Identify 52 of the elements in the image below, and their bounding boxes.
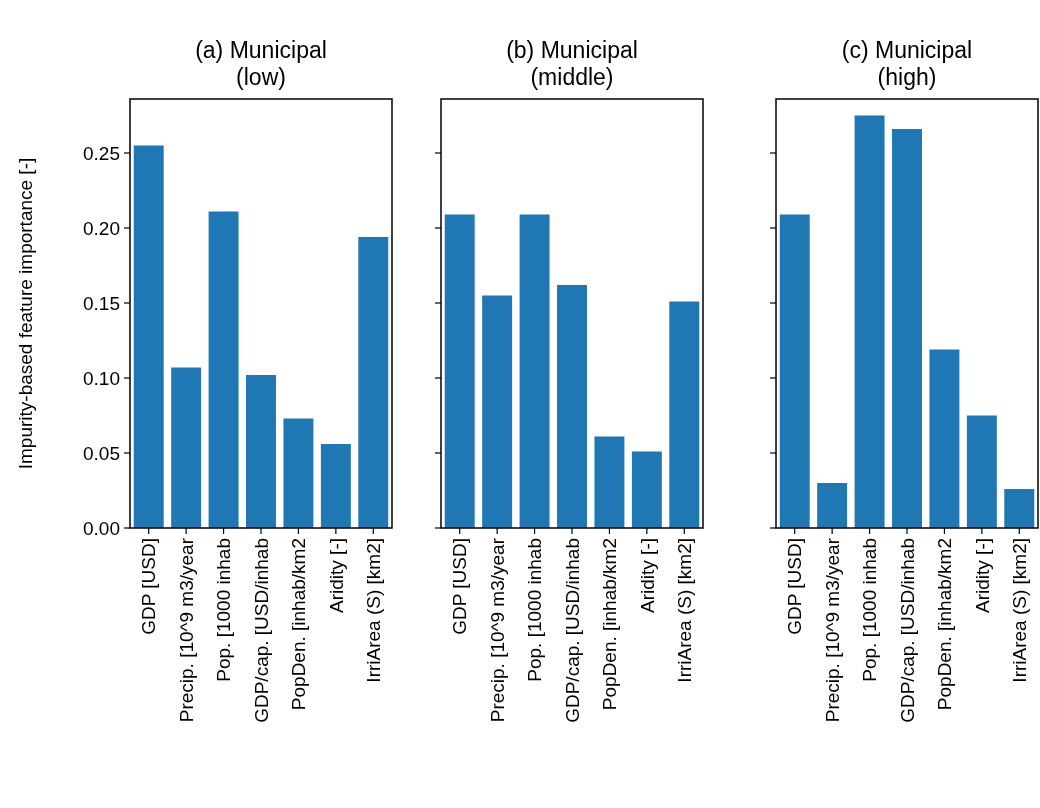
bar <box>929 349 960 528</box>
y-tick-label: 0.05 <box>83 442 120 464</box>
bar <box>482 295 513 528</box>
x-tick-label: GDP [USD] <box>138 538 160 635</box>
x-tick-label: GDP [USD] <box>784 538 806 635</box>
bar <box>631 451 662 528</box>
x-tick-label: Pop. [1000 inhab <box>524 538 546 682</box>
x-tick-label: IrriArea (S) [km2] <box>1008 538 1030 683</box>
bar <box>779 214 810 528</box>
bar <box>892 129 922 528</box>
x-tick-label: PopDen. [inhab/km2 <box>288 538 310 711</box>
y-tick-label: 0.10 <box>83 367 120 389</box>
bar <box>519 214 550 528</box>
x-tick-label: Aridity [-] <box>971 538 993 613</box>
bar <box>358 237 389 528</box>
x-tick-label: PopDen. [inhab/km2 <box>599 538 621 711</box>
bar <box>246 375 276 528</box>
x-tick-label: GDP/cap. [USD/inhab <box>561 538 583 723</box>
x-tick-label: Pop. [1000 inhab <box>213 538 235 682</box>
chart-title: (b) Municipal (middle) <box>506 37 638 90</box>
chart-title: (a) Municipal (low) <box>195 37 327 90</box>
x-tick-label: IrriArea (S) [km2] <box>362 538 384 683</box>
bar <box>669 301 700 528</box>
bar <box>208 211 239 528</box>
x-tick-label: GDP [USD] <box>449 538 471 635</box>
x-tick-label: IrriArea (S) [km2] <box>673 538 695 683</box>
x-tick-label: GDP/cap. [USD/inhab <box>896 538 918 723</box>
x-tick-label: Aridity [-] <box>325 538 347 613</box>
x-tick-label: Precip. [10^9 m3/year <box>486 537 508 723</box>
x-tick-label: GDP/cap. [USD/inhab <box>250 538 272 723</box>
bar <box>444 214 475 528</box>
bar <box>171 367 202 528</box>
x-tick-label: Pop. [1000 inhab <box>859 538 881 682</box>
y-tick-label: 0.25 <box>83 142 120 164</box>
bar <box>133 145 164 528</box>
x-tick-label: Precip. [10^9 m3/year <box>821 537 843 723</box>
bar <box>320 444 351 528</box>
x-tick-label: Precip. [10^9 m3/year <box>175 537 197 723</box>
bar <box>557 285 587 528</box>
bar <box>1004 489 1035 528</box>
bar <box>966 415 997 528</box>
y-axis-title: Impurity-based feature importance [-] <box>15 157 36 470</box>
y-tick-label: 0.20 <box>83 217 120 239</box>
x-tick-label: PopDen. [inhab/km2 <box>934 538 956 711</box>
bar <box>594 436 625 528</box>
bar <box>283 418 314 528</box>
chart-title: (c) Municipal (high) <box>841 37 973 90</box>
bar <box>854 115 885 528</box>
y-tick-label: 0.15 <box>83 292 120 314</box>
y-tick-label: 0.00 <box>83 517 120 539</box>
x-tick-label: Aridity [-] <box>636 538 658 613</box>
bar <box>817 483 848 528</box>
